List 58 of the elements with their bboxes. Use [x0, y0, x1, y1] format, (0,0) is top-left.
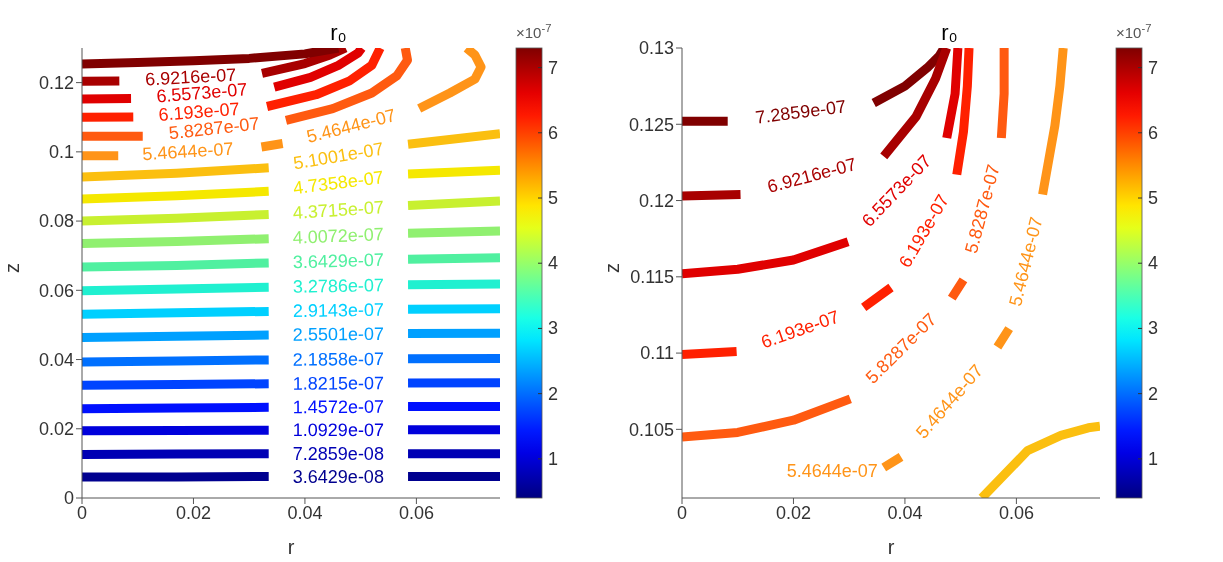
series-label: 3.2786e-07 — [292, 275, 385, 297]
y-tick-label: 0.13 — [638, 38, 674, 59]
y-tick-label: 0.1 — [48, 142, 74, 163]
color-bar-label: 7 — [1148, 57, 1159, 78]
x-tick-label: 0 — [676, 502, 688, 523]
y-axis-title: z — [1, 263, 24, 273]
y-tick-label: 0.11 — [640, 343, 674, 364]
x-tick-label: 0.04 — [287, 502, 323, 523]
series-label: 1.8215e-07 — [292, 373, 384, 394]
color-bar-title: ×10$^{-7}$ — [1116, 22, 1152, 41]
series-label: 7.2859e-08 — [292, 443, 384, 464]
y-tick-label: 0.125 — [628, 114, 674, 135]
x-tick-label: 0 — [76, 502, 88, 523]
series-label: 5.4644e-07 — [786, 461, 878, 482]
color-bar-label: 2 — [1148, 383, 1159, 404]
x-tick-label: 0.02 — [175, 502, 211, 523]
series-label: 2.1858e-07 — [292, 349, 384, 370]
y-axis-title: z — [601, 263, 624, 273]
y-tick-label: 0.04 — [38, 349, 74, 370]
text: 5.4644e-07 — [141, 138, 234, 165]
color-bar-label: 1 — [1148, 448, 1159, 469]
x-axis-title: r — [287, 536, 295, 558]
y-tick-label: 0.115 — [630, 267, 674, 288]
color-bar-label: 4 — [548, 253, 559, 274]
annotation: r₀ — [330, 20, 347, 45]
color-bar-label: 1 — [548, 448, 559, 469]
annotation: r₀ — [941, 20, 958, 45]
y-tick-label: 0.105 — [628, 419, 674, 440]
series-label: 4.0072e-07 — [292, 224, 385, 248]
series-label: 3.6429e-07 — [292, 249, 385, 273]
color-bar-label: 2 — [548, 383, 559, 404]
y-tick-label: 0.12 — [38, 73, 74, 94]
color-bar-label: 4 — [1148, 253, 1159, 274]
color-bar-label: 6 — [548, 122, 559, 143]
color-bar-label: 6 — [1148, 122, 1159, 143]
x-tick-label: 0.02 — [775, 502, 811, 523]
y-tick-label: 0.08 — [38, 211, 74, 232]
color-bar-label: 3 — [1148, 318, 1159, 339]
y-tick-label: 0 — [63, 488, 74, 509]
color-bar-label: 7 — [548, 57, 559, 78]
series-label: 4.3715e-07 — [292, 197, 385, 223]
series-label: 1.0929e-07 — [292, 419, 384, 441]
color-bar-title: ×10$^{-7}$ — [516, 22, 552, 41]
y-tick-label: 0.02 — [38, 419, 74, 440]
series-label: 2.5501e-07 — [292, 323, 385, 345]
color-bar-label: 5 — [1148, 188, 1159, 208]
x-axis-title: r — [887, 536, 895, 558]
series-label: 1.4572e-07 — [292, 396, 384, 418]
x-tick-label: 0.04 — [887, 502, 923, 523]
text: 7.2859e-07 — [754, 96, 848, 128]
color-bar-label: 5 — [548, 188, 559, 208]
y-tick-label: 0.12 — [638, 190, 674, 211]
color-bar-label: 3 — [548, 318, 559, 339]
series-label: 2.9143e-07 — [292, 299, 385, 322]
series-label: 3.6429e-08 — [292, 466, 384, 487]
x-tick-label: 0.06 — [998, 502, 1034, 523]
x-tick-label: 0.06 — [398, 502, 434, 523]
y-tick-label: 0.06 — [38, 280, 74, 301]
